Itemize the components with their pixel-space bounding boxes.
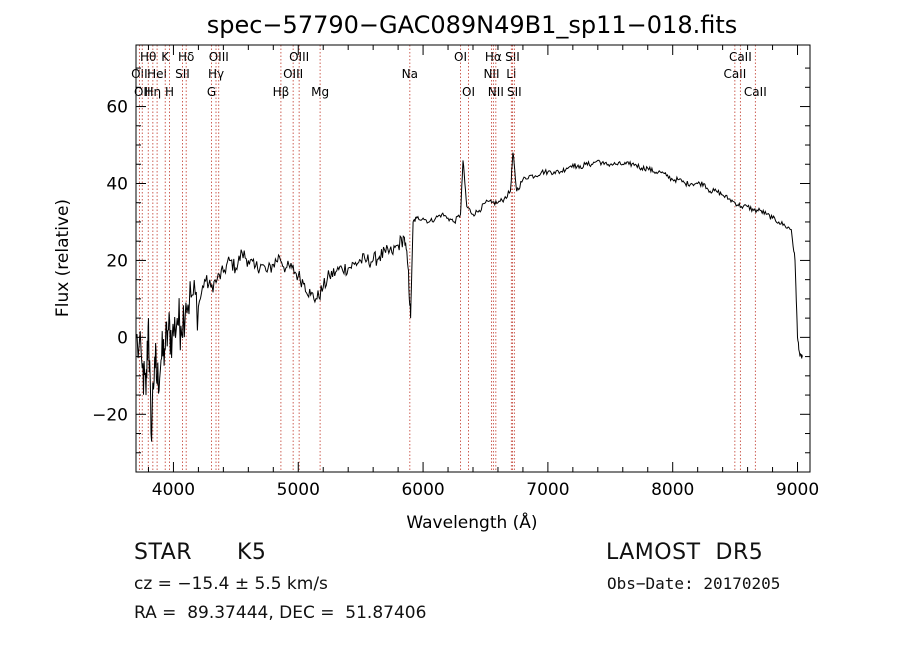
emission-line-label: CaII bbox=[723, 67, 746, 81]
emission-line-label: OII bbox=[134, 85, 151, 99]
emission-line-label: OII bbox=[131, 67, 148, 81]
y-tick-label: −20 bbox=[92, 405, 128, 425]
chart-title: spec−57790−GAC089N49B1_sp11−018.fits bbox=[207, 11, 738, 39]
observation-date: Obs−Date: 20170205 bbox=[607, 574, 781, 593]
x-tick-label: 5000 bbox=[277, 480, 320, 500]
emission-line-label: K bbox=[161, 50, 170, 64]
emission-line-label: NII bbox=[483, 67, 499, 81]
emission-line-label: Na bbox=[402, 67, 418, 81]
emission-line-label: G bbox=[207, 85, 216, 99]
emission-line-label: CaII bbox=[744, 85, 767, 99]
emission-line-label: SII bbox=[175, 67, 190, 81]
x-axis-label: Wavelength (Å) bbox=[406, 511, 537, 533]
object-subclass: K5 bbox=[237, 540, 267, 565]
x-tick-label: 4000 bbox=[152, 480, 195, 500]
y-tick-label: 60 bbox=[106, 98, 128, 118]
x-tick-label: 7000 bbox=[526, 480, 569, 500]
emission-line-label: Mg bbox=[311, 85, 329, 99]
emission-line-label: Hβ bbox=[273, 85, 290, 99]
emission-line-label: OIII bbox=[283, 67, 303, 81]
emission-line-label: OIII bbox=[209, 50, 229, 64]
x-axis-ticks: 4000 5000 6000 7000 8000 9000 bbox=[147, 45, 819, 500]
emission-line-label: Hα bbox=[485, 50, 502, 64]
emission-line-label: Li bbox=[506, 67, 516, 81]
emission-line-label: Hδ bbox=[178, 50, 194, 64]
emission-line-label: CaII bbox=[729, 50, 752, 64]
emission-line-label: NII bbox=[488, 85, 504, 99]
x-tick-label: 9000 bbox=[776, 480, 819, 500]
emission-line-label: OI bbox=[454, 50, 467, 64]
redshift-velocity: cz = −15.4 ± 5.5 km/s bbox=[134, 574, 328, 594]
y-axis-label: Flux (relative) bbox=[53, 199, 73, 317]
y-tick-label: 0 bbox=[117, 328, 128, 348]
y-tick-label: 40 bbox=[106, 174, 128, 194]
survey-label: LAMOST DR5 bbox=[606, 540, 764, 565]
emission-line-label: SII bbox=[507, 85, 522, 99]
x-tick-label: 6000 bbox=[401, 480, 444, 500]
emission-line-label: OIII bbox=[289, 50, 309, 64]
emission-line-label: OI bbox=[462, 85, 475, 99]
x-tick-label: 8000 bbox=[651, 480, 694, 500]
y-tick-label: 20 bbox=[106, 251, 128, 271]
emission-line-marks: OIIOIIHθHηHeIKHSIIHδGHγOIIIHβOIIIOIIIMgN… bbox=[131, 45, 767, 472]
emission-line-label: Hη bbox=[145, 85, 162, 99]
y-axis-ticks: −20 0 20 40 60 bbox=[92, 67, 810, 454]
emission-line-label: Hθ bbox=[140, 50, 156, 64]
emission-line-label: H bbox=[165, 85, 174, 99]
emission-line-label: HeI bbox=[147, 67, 167, 81]
emission-line-label: Hγ bbox=[208, 67, 224, 81]
spectrum-line bbox=[135, 152, 803, 442]
emission-line-label: SII bbox=[505, 50, 520, 64]
object-class: STAR bbox=[134, 540, 193, 565]
ra-dec-coordinates: RA = 89.37444, DEC = 51.87406 bbox=[134, 603, 427, 623]
plot-frame bbox=[135, 44, 811, 473]
